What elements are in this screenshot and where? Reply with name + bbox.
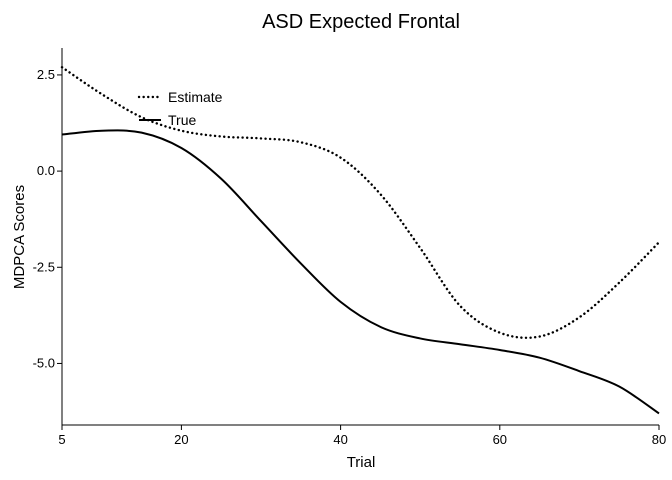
plot-panel: 5 20 40 60 80 2.5 0.0 -2.5 -5.0 <box>33 48 666 447</box>
y-tick-label: 2.5 <box>37 67 55 82</box>
series-lines <box>60 66 661 415</box>
y-tick-label: 0.0 <box>37 163 55 178</box>
y-axis-label: MDPCA Scores <box>11 185 28 289</box>
x-tick-label: 5 <box>58 432 65 447</box>
x-tick-label: 60 <box>493 432 507 447</box>
x-tick-label: 20 <box>174 432 188 447</box>
series-line-estimate <box>60 66 661 339</box>
x-ticks: 5 20 40 60 80 <box>58 425 666 447</box>
y-tick-label: -5.0 <box>33 355 55 370</box>
chart-title: ASD Expected Frontal <box>262 11 460 33</box>
y-ticks: 2.5 0.0 -2.5 -5.0 <box>33 67 62 370</box>
series-line-true <box>61 129 660 415</box>
y-tick-label: -2.5 <box>33 259 55 274</box>
legend-label-estimate: Estimate <box>168 89 223 105</box>
x-tick-label: 40 <box>333 432 347 447</box>
legend: Estimate True <box>137 89 223 128</box>
x-tick-label: 80 <box>652 432 666 447</box>
x-axis-label: Trial <box>347 454 376 471</box>
legend-label-true: True <box>168 112 196 128</box>
